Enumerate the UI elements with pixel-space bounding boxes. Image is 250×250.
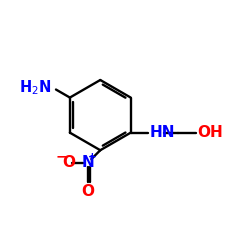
- Text: −: −: [56, 149, 67, 163]
- Text: OH: OH: [197, 125, 223, 140]
- Text: N: N: [81, 155, 94, 170]
- Text: O: O: [62, 155, 75, 170]
- Text: H$_2$N: H$_2$N: [19, 78, 52, 97]
- Text: HN: HN: [150, 125, 175, 140]
- Text: O: O: [81, 184, 94, 199]
- Text: +: +: [88, 152, 97, 162]
